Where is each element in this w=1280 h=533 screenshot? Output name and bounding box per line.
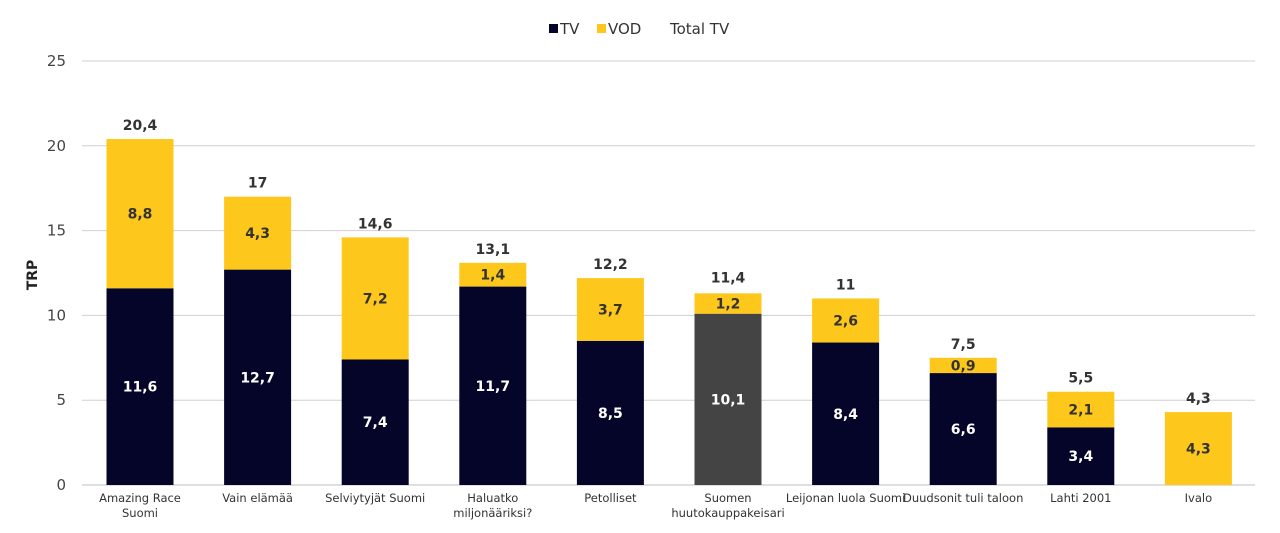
x-tick-label: Selviytyjät Suomi	[325, 491, 425, 505]
total-label: 12,2	[593, 257, 628, 273]
data-label-vod: 1,2	[716, 297, 741, 313]
x-tick-label: Suomen	[704, 491, 751, 505]
data-label-vod: 3,7	[598, 302, 623, 318]
bar-segment-tv	[106, 288, 174, 485]
bar-segment-tv	[224, 269, 292, 485]
bar-segment-vod	[694, 293, 762, 314]
data-label-vod: 2,6	[833, 313, 858, 329]
bar-segment-tv	[929, 373, 997, 485]
bar-segment-vod	[224, 196, 292, 270]
x-tick-label: Ivalo	[1185, 491, 1212, 505]
legend-label: TV	[559, 20, 580, 38]
y-tick-label: 20	[47, 137, 66, 155]
y-tick-label: 10	[47, 306, 66, 324]
data-label-vod: 4,3	[1186, 442, 1211, 458]
x-tick-label: Suomi	[122, 506, 158, 520]
y-tick-label: 0	[56, 476, 66, 494]
total-label: 11,4	[711, 271, 746, 287]
bar-segment-tv	[576, 340, 644, 485]
y-tick-label: 15	[47, 222, 66, 240]
y-tick-label: 25	[47, 52, 66, 70]
data-label-vod: 0,9	[951, 358, 976, 374]
total-label: 20,4	[123, 118, 158, 134]
data-label-tv: 11,7	[476, 379, 511, 395]
total-label: 14,6	[358, 216, 393, 232]
data-label-vod: 8,8	[128, 207, 153, 223]
total-label: 17	[248, 176, 267, 192]
bar-segment-vod	[929, 357, 997, 374]
bar-segment-tv	[694, 313, 762, 485]
x-tick-label: Petolliset	[584, 491, 637, 505]
data-label-vod: 7,2	[363, 291, 388, 307]
data-label-tv: 8,4	[833, 407, 858, 423]
data-label-vod: 2,1	[1068, 403, 1093, 419]
bar-segment-tv	[459, 286, 527, 485]
bar-segment-tv	[341, 359, 409, 485]
bar-segment-vod	[1047, 391, 1115, 428]
legend-swatch-vod	[597, 24, 606, 33]
legend: TV VOD Total TV	[549, 20, 730, 38]
data-label-vod: 1,4	[480, 268, 505, 284]
legend-label: Total TV	[669, 20, 730, 38]
data-label-vod: 4,3	[245, 226, 270, 242]
x-tick-label: huutokauppakeisari	[671, 506, 784, 520]
total-label: 11	[836, 277, 855, 293]
y-axis: 0 5 10 15 20 25 TRP	[25, 52, 66, 494]
x-tick-label: Leijonan luola Suomi	[786, 491, 905, 505]
x-tick-label: Duudsonit tuli taloon	[903, 491, 1023, 505]
legend-swatch-tv	[549, 24, 558, 33]
legend-label: VOD	[608, 20, 641, 38]
total-label: 5,5	[1068, 371, 1093, 387]
data-label-tv: 7,4	[363, 415, 388, 431]
data-label-tv: 12,7	[240, 370, 275, 386]
total-label: 4,3	[1186, 391, 1211, 407]
data-label-tv: 8,5	[598, 406, 623, 422]
x-tick-label: Haluatko	[467, 491, 518, 505]
bars: 11,6 8,8 20,4 12,7 4,3 17 7,4 7,2 14,6 11,7 1,4 13,…	[106, 118, 1232, 485]
total-label: 7,5	[951, 337, 976, 353]
bar-segment-vod	[576, 278, 644, 341]
bar-segment-vod	[459, 262, 527, 287]
data-label-tv: 11,6	[123, 380, 158, 396]
data-label-tv: 3,4	[1068, 449, 1093, 465]
bar-segment-vod	[812, 298, 880, 343]
x-tick-label: Lahti 2001	[1050, 491, 1111, 505]
y-tick-label: 5	[56, 391, 66, 409]
x-tick-label: Vain elämää	[222, 491, 293, 505]
bar-segment-tv	[1047, 427, 1115, 485]
bar-segment-vod	[106, 139, 174, 289]
x-tick-label: Amazing Race	[99, 491, 181, 505]
bar-segment-vod	[341, 237, 409, 360]
data-label-tv: 6,6	[951, 422, 976, 438]
total-label: 13,1	[476, 242, 511, 258]
x-tick-label: miljonääriksi?	[453, 506, 532, 520]
bar-segment-tv	[812, 342, 880, 485]
data-label-tv: 10,1	[711, 392, 746, 408]
y-axis-title: TRP	[25, 260, 41, 291]
bar-segment-vod	[1164, 412, 1232, 485]
